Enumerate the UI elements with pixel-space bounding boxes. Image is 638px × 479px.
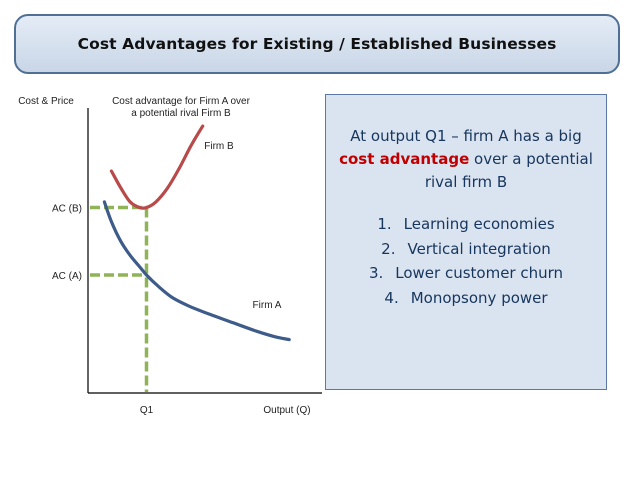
list-item-text: Learning economies	[403, 215, 555, 233]
series-line-firm-b	[109, 124, 205, 210]
info-intro: At output Q1 – firm A has a big cost adv…	[334, 125, 598, 194]
list-item: 3. Lower customer churn	[326, 261, 606, 286]
list-item: 1. Learning economies	[326, 212, 606, 237]
x-tick-label: Q1	[140, 405, 154, 416]
intro-highlight: cost advantage	[339, 150, 470, 168]
x-axis-label: Output (Q)	[263, 405, 310, 416]
annotation-line: Cost advantage for Firm A over	[112, 96, 251, 107]
list-item-number: 1.	[377, 215, 392, 233]
series-label-firm-b: Firm B	[204, 141, 234, 152]
title-banner: Cost Advantages for Existing / Establish…	[14, 14, 620, 74]
info-box: At output Q1 – firm A has a big cost adv…	[325, 94, 607, 390]
intro-before: At output Q1 – firm A has a big	[350, 127, 582, 145]
list-item-text: Vertical integration	[407, 239, 551, 258]
y-tick-label: AC (A)	[52, 271, 82, 282]
y-tick-label: AC (B)	[52, 204, 82, 215]
list-item-text: Monopsony power	[410, 288, 548, 307]
slide-title: Cost Advantages for Existing / Establish…	[77, 35, 557, 53]
list-item: 2. Vertical integration	[326, 237, 606, 262]
list-item-number: 3.	[368, 264, 384, 282]
y-axis-label: Cost & Price	[18, 96, 74, 107]
list-item-number: 4.	[384, 288, 399, 307]
chart-labels: Cost & Price Output (Q) Cost advantage for…	[18, 96, 310, 416]
series-label-firm-a: Firm A	[253, 300, 282, 311]
list-item-number: 2.	[381, 239, 396, 258]
annotation-line: a potential rival Firm B	[131, 108, 231, 119]
series-lines	[102, 124, 291, 342]
list-item-text: Lower customer churn	[395, 264, 564, 282]
reasons-list: 1. Learning economies 2. Vertical integrat…	[326, 212, 606, 310]
list-item: 4. Monopsony power	[326, 286, 606, 311]
intro-after: over a potential rival firm B	[424, 150, 593, 191]
series-line-firm-a	[102, 200, 291, 342]
